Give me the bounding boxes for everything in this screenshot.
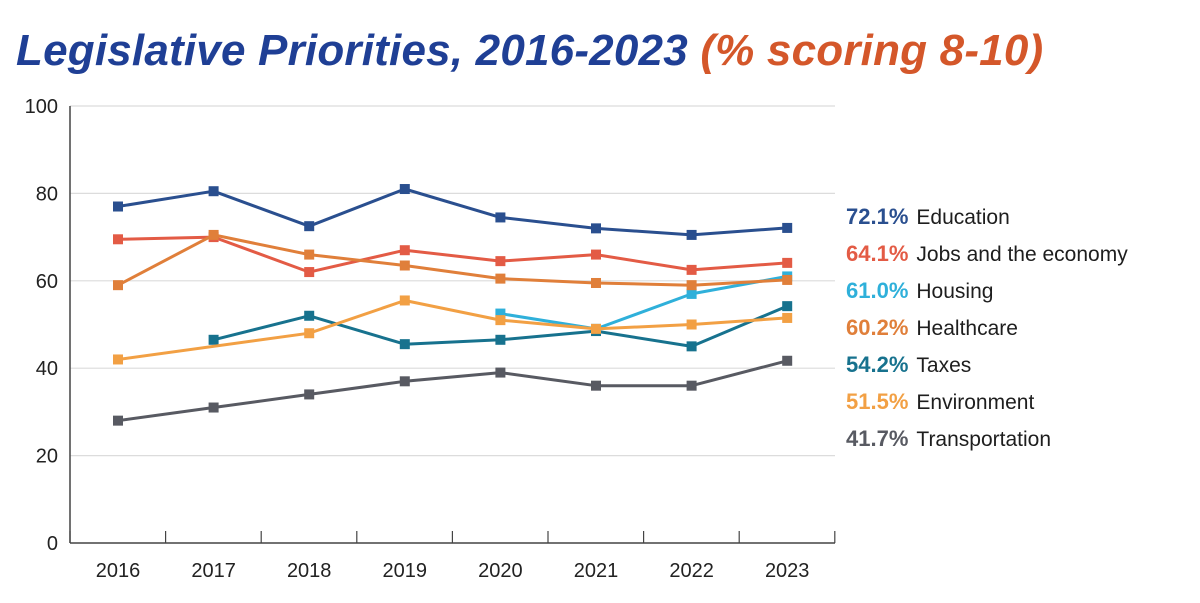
y-tick-label: 40	[36, 358, 58, 380]
legend-value: 54.2%	[846, 352, 909, 377]
data-point-jobs-and-the-economy	[399, 245, 410, 256]
data-point-education	[304, 221, 315, 232]
data-point-healthcare	[399, 260, 410, 271]
data-point-education	[782, 222, 793, 233]
data-point-jobs-and-the-economy	[495, 256, 506, 267]
legend-label: Healthcare	[916, 317, 1018, 340]
series-healthcare	[113, 229, 793, 291]
legend-item: 61.0% Housing	[846, 272, 1128, 309]
legend-label: Housing	[916, 280, 994, 303]
legend-label: Jobs and the economy	[916, 243, 1128, 266]
data-point-healthcare	[782, 274, 793, 285]
y-tick-label: 0	[47, 533, 58, 555]
data-point-environment	[591, 323, 601, 334]
x-tick-label: 2019	[383, 560, 428, 582]
data-point-transportation	[208, 402, 219, 413]
legend-label: Education	[916, 206, 1010, 229]
legend-value: 41.7%	[846, 426, 909, 451]
data-point-housing	[495, 308, 506, 319]
data-point-transportation	[782, 355, 793, 366]
data-point-jobs-and-the-economy	[113, 234, 123, 245]
x-tick-label: 2021	[574, 560, 619, 582]
y-tick-label: 60	[36, 271, 58, 293]
legend-item: 60.2% Healthcare	[846, 309, 1128, 346]
series-transportation	[113, 355, 793, 426]
y-tick-label: 20	[36, 446, 58, 468]
data-point-healthcare	[113, 280, 123, 291]
data-point-taxes	[399, 339, 410, 350]
data-point-education	[495, 212, 506, 223]
data-point-transportation	[591, 380, 601, 391]
x-tick-label: 2022	[669, 560, 714, 582]
legend-item: 51.5% Environment	[846, 383, 1128, 420]
data-point-environment	[304, 328, 315, 339]
data-point-education	[208, 186, 219, 197]
data-point-jobs-and-the-economy	[304, 267, 315, 278]
data-point-education	[113, 201, 123, 212]
x-tick-label: 2017	[191, 560, 236, 582]
gridlines	[70, 105, 835, 457]
x-tick-label: 2016	[96, 560, 141, 582]
data-point-environment	[686, 319, 697, 330]
x-tick-label: 2020	[478, 560, 523, 582]
legend-value: 60.2%	[846, 315, 909, 340]
legend-label: Environment	[916, 391, 1035, 414]
data-point-transportation	[113, 415, 123, 426]
data-point-taxes	[686, 341, 697, 352]
y-tick-label: 80	[36, 183, 58, 205]
legend: 72.1% Education 64.1% Jobs and the economy 6…	[846, 198, 1128, 457]
data-point-education	[399, 184, 410, 195]
series-line-education	[117, 187, 788, 237]
legend-value: 64.1%	[846, 241, 909, 266]
x-tick-label: 2023	[765, 560, 810, 582]
data-point-education	[591, 223, 601, 234]
y-tick-label: 100	[25, 96, 58, 118]
data-point-environment	[399, 295, 410, 306]
legend-label: Transportation	[916, 428, 1052, 451]
data-point-taxes	[782, 301, 793, 312]
legend-value: 72.1%	[846, 204, 909, 229]
x-tick-label: 2018	[287, 560, 332, 582]
chart-title: Legislative Priorities, 2016-2023 (% sco…	[16, 26, 1043, 76]
data-point-environment	[495, 315, 506, 326]
series-line-healthcare	[117, 233, 788, 287]
data-point-healthcare	[686, 280, 697, 291]
series-education	[113, 184, 793, 240]
data-point-transportation	[686, 380, 697, 391]
legend-item: 54.2% Taxes	[846, 346, 1128, 383]
data-point-healthcare	[304, 249, 315, 260]
legend-value: 51.5%	[846, 389, 909, 414]
chart-title-main: Legislative Priorities, 2016-2023	[16, 26, 688, 75]
data-point-transportation	[399, 376, 410, 387]
data-point-healthcare	[208, 229, 219, 240]
data-point-taxes	[208, 334, 219, 345]
chart-title-subtitle: (% scoring 8-10)	[700, 26, 1044, 75]
legend-item: 64.1% Jobs and the economy	[846, 235, 1128, 272]
data-point-environment	[782, 312, 793, 323]
data-point-environment	[113, 354, 123, 365]
data-point-transportation	[304, 389, 315, 400]
legend-label: Taxes	[916, 354, 972, 377]
data-point-taxes	[495, 334, 506, 345]
legend-item: 41.7% Transportation	[846, 420, 1128, 457]
data-point-taxes	[304, 310, 315, 321]
series-layer	[113, 184, 793, 426]
data-point-jobs-and-the-economy	[591, 249, 601, 260]
legend-item: 72.1% Education	[846, 198, 1128, 235]
data-point-healthcare	[591, 277, 601, 288]
series-line-transportation	[117, 359, 788, 423]
axes: 0 20 40 60 80 100 2016 2017 2018 2019 2020 2021 2022…	[25, 96, 836, 582]
series-line-housing	[500, 274, 788, 331]
series-environment	[113, 295, 793, 365]
legend-value: 61.0%	[846, 278, 909, 303]
series-line-jobs-and-the-economy	[117, 235, 788, 274]
data-point-housing	[686, 288, 697, 299]
data-point-education	[686, 229, 697, 240]
data-point-transportation	[495, 367, 506, 378]
data-point-healthcare	[495, 273, 506, 284]
data-point-jobs-and-the-economy	[686, 264, 697, 275]
data-point-jobs-and-the-economy	[782, 257, 793, 268]
